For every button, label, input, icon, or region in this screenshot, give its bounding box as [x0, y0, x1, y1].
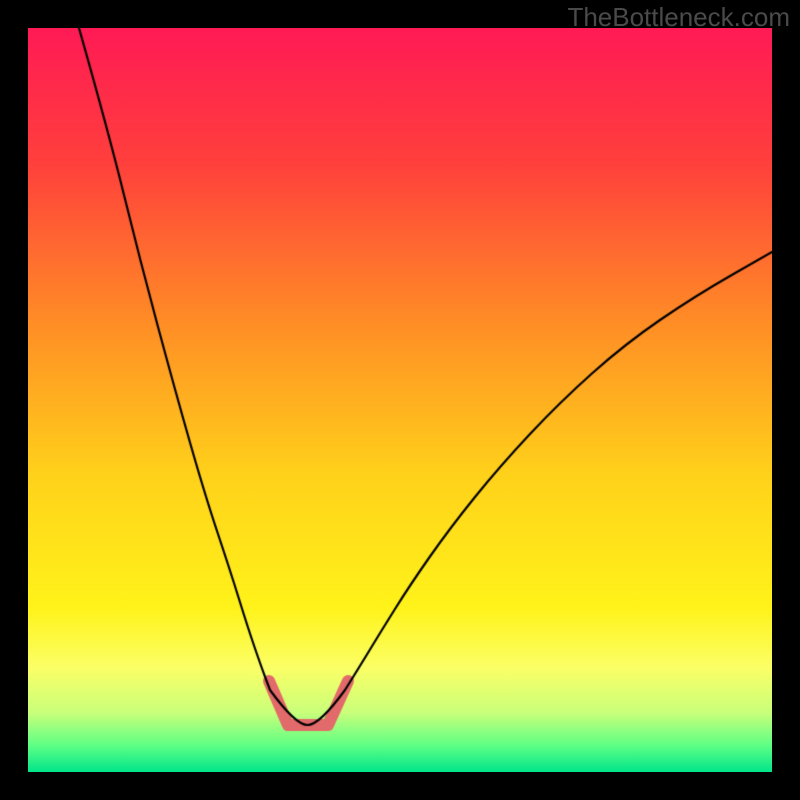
curve-canvas: [28, 28, 772, 772]
watermark-text: TheBottleneck.com: [567, 2, 790, 33]
chart-container: TheBottleneck.com: [0, 0, 800, 800]
plot-area: [28, 28, 772, 772]
